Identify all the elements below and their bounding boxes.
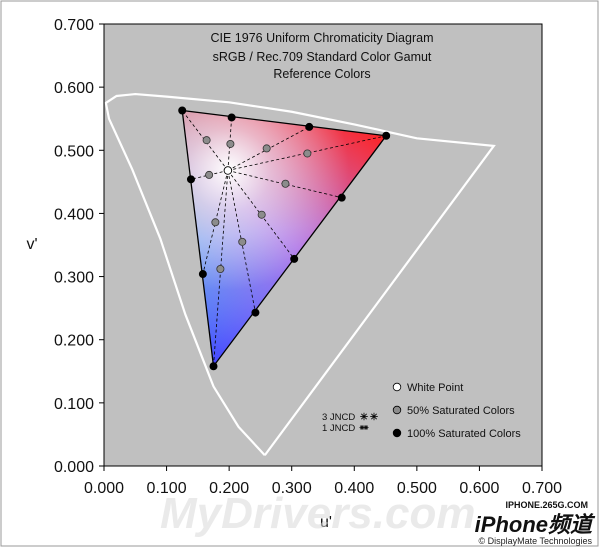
jncd-3-marks (360, 412, 378, 421)
y-tick-label: 0.200 (54, 333, 94, 350)
y-tick-label: 0.500 (54, 143, 94, 160)
point-50-saturated (216, 264, 225, 273)
legend-label-50-percent: 50% Saturated Colors (407, 405, 515, 417)
point-50-saturated (281, 179, 290, 188)
x-tick-label: 0.500 (397, 480, 437, 497)
x-tick-label: 0.700 (522, 480, 562, 497)
legend-label-100-percent: 100% Saturated Colors (407, 428, 521, 440)
watermarks: MyDrivers.com IPHONE.265G.COM iPhone频道 ©… (160, 489, 596, 546)
watermark-credit: © DisplayMate Technologies (478, 536, 592, 546)
point-50-saturated (202, 136, 211, 145)
point-50-saturated (303, 149, 312, 158)
saturation-line (181, 110, 229, 171)
jncd-scale: 3 JNCD 1 JNCD (322, 412, 378, 434)
title-line-1: CIE 1976 Uniform Chromaticity Diagram (211, 31, 434, 45)
point-50-saturated (226, 139, 235, 148)
y-tick-label: 0.600 (54, 80, 94, 97)
plot-area (103, 23, 543, 467)
chart-title: CIE 1976 Uniform Chromaticity Diagram sR… (211, 31, 434, 81)
y-tick-label: 0.000 (54, 459, 94, 476)
point-100-saturated (251, 308, 260, 317)
jncd-3-star (371, 413, 377, 420)
watermark-iphone: iPhone频道 (475, 512, 596, 537)
title-line-2: sRGB / Rec.709 Standard Color Gamut (213, 50, 432, 64)
x-axis-title: u' (320, 514, 332, 531)
legend-label-white-point: White Point (407, 382, 463, 394)
title-line-3: Reference Colors (273, 67, 370, 81)
y-axis-title: v' (26, 236, 37, 253)
y-tick-label: 0.400 (54, 206, 94, 223)
jncd-1-star (363, 425, 369, 430)
point-100-saturated (382, 131, 391, 140)
watermark-mydrivers: MyDrivers.com (160, 489, 475, 538)
point-100-saturated (198, 270, 207, 279)
point-100-saturated (178, 106, 187, 115)
saturation-line (227, 117, 233, 171)
point-100-saturated (186, 175, 195, 184)
point-50-saturated (211, 218, 220, 227)
y-tick-label: 0.700 (54, 17, 94, 34)
white-point (223, 166, 233, 175)
jncd-3-label: 3 JNCD (322, 412, 355, 423)
watermark-site: IPHONE.265G.COM (505, 500, 588, 510)
point-50-saturated (262, 144, 271, 153)
x-tick-label: 0.300 (272, 480, 312, 497)
x-tick-label: 0.200 (209, 480, 249, 497)
x-tick-label: 0.100 (147, 480, 187, 497)
data-points (178, 106, 391, 371)
legend: White Point 50% Saturated Colors 100% Sa… (392, 382, 521, 440)
jncd-3-star (361, 413, 367, 420)
point-100-saturated (290, 254, 299, 263)
jncd-1-label: 1 JNCD (322, 423, 355, 434)
point-50-saturated (205, 170, 214, 179)
spectral-locus (104, 92, 496, 457)
y-tick-label: 0.300 (54, 270, 94, 287)
gamut-triangle (181, 109, 388, 368)
point-100-saturated (305, 122, 314, 131)
axes: 0.000 0.100 0.200 0.300 0.400 0.500 0.600 0.700… (54, 17, 562, 497)
point-50-saturated (257, 210, 266, 219)
point-100-saturated (337, 193, 346, 202)
x-tick-label: 0.000 (84, 480, 124, 497)
x-tick-label: 0.600 (459, 480, 499, 497)
point-100-saturated (227, 113, 236, 122)
jncd-1-marks (359, 424, 369, 431)
legend-marker-white (392, 382, 402, 392)
y-tick-label: 0.100 (54, 396, 94, 413)
jncd-1-star (359, 425, 365, 430)
saturation-line (202, 170, 229, 275)
point-100-saturated (209, 362, 218, 371)
legend-marker-black (392, 428, 402, 438)
legend-marker-gray (392, 405, 402, 415)
x-tick-label: 0.400 (334, 480, 374, 497)
point-50-saturated (238, 237, 247, 246)
